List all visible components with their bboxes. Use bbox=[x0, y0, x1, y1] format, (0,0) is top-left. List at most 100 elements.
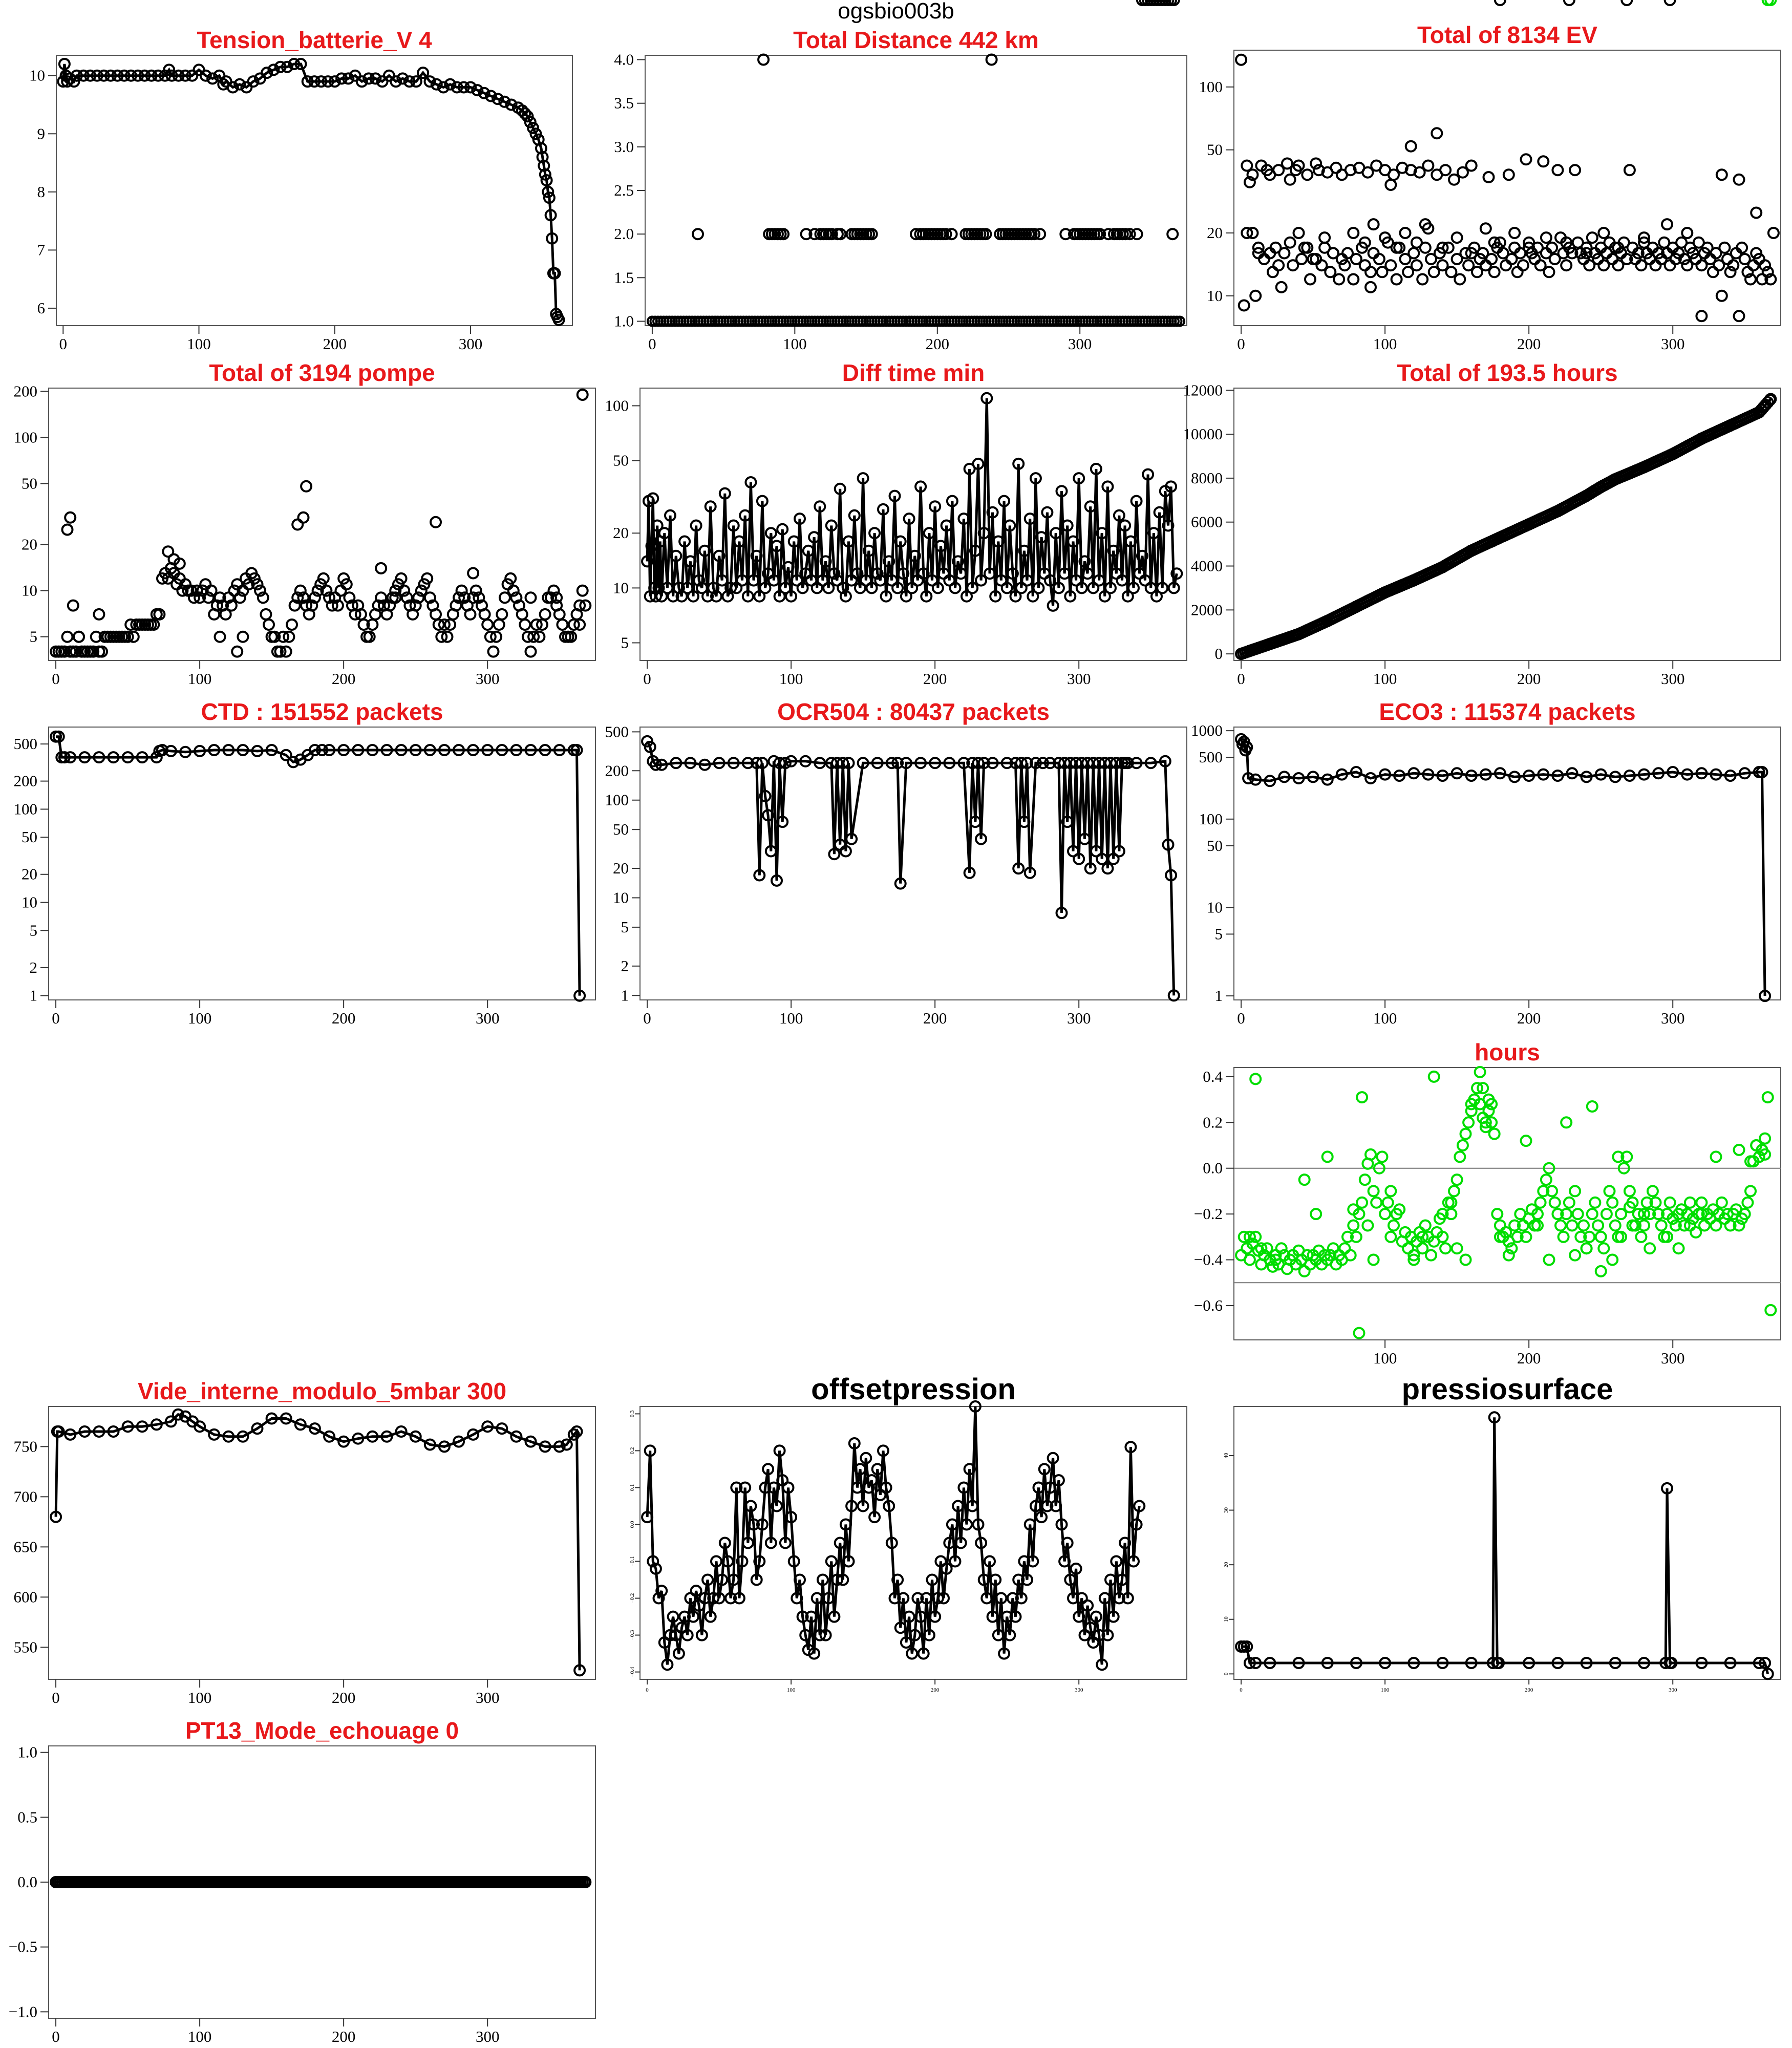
data-point bbox=[1052, 1474, 1065, 1487]
data-point bbox=[903, 1610, 915, 1623]
data-point bbox=[943, 757, 956, 770]
data-point bbox=[885, 1537, 898, 1549]
data-point bbox=[1494, 0, 1506, 6]
data-point bbox=[839, 845, 852, 858]
y-tick-label: 10 bbox=[613, 889, 629, 907]
data-point bbox=[1551, 1657, 1564, 1669]
data-point bbox=[1531, 1219, 1544, 1232]
data-point bbox=[1272, 259, 1285, 272]
y-tick-label: 5 bbox=[621, 634, 629, 652]
data-point bbox=[931, 582, 944, 594]
data-point bbox=[741, 590, 754, 603]
data-point bbox=[1439, 164, 1452, 177]
y-tick-label: 200 bbox=[14, 382, 38, 400]
data-point bbox=[1078, 1629, 1091, 1641]
data-point bbox=[943, 574, 956, 587]
data-point bbox=[707, 1592, 720, 1605]
data-point bbox=[1044, 574, 1056, 587]
data-point bbox=[727, 757, 740, 770]
data-point bbox=[969, 544, 982, 557]
data-point bbox=[1759, 1148, 1772, 1161]
data-point bbox=[865, 1474, 878, 1487]
data-point bbox=[1402, 266, 1415, 279]
data-point bbox=[851, 1481, 864, 1494]
data-point bbox=[395, 744, 408, 756]
y-tick-label: 1.0 bbox=[614, 312, 634, 330]
data-point bbox=[748, 1518, 760, 1531]
data-point bbox=[897, 567, 910, 580]
data-point bbox=[1301, 241, 1314, 254]
data-point bbox=[1727, 259, 1740, 272]
data-point bbox=[883, 555, 895, 568]
y-tick-label: 7 bbox=[37, 241, 46, 259]
x-tick-label: 200 bbox=[926, 335, 950, 353]
data-point bbox=[759, 790, 772, 802]
data-point bbox=[1580, 1657, 1593, 1669]
data-point bbox=[538, 159, 550, 172]
data-point bbox=[883, 1500, 895, 1512]
data-point bbox=[1167, 989, 1180, 1002]
data-point bbox=[1563, 1196, 1575, 1209]
data-point bbox=[906, 582, 919, 594]
data-point bbox=[1073, 1610, 1085, 1623]
data-point bbox=[1560, 1208, 1573, 1221]
data-point bbox=[975, 833, 988, 845]
data-point bbox=[464, 608, 477, 621]
data-point bbox=[510, 1430, 523, 1443]
y-tick-label: −0.2 bbox=[1194, 1205, 1223, 1223]
data-point bbox=[451, 81, 463, 94]
data-point bbox=[897, 1592, 910, 1605]
data-point bbox=[435, 630, 448, 643]
data-point bbox=[1284, 173, 1296, 186]
data-point bbox=[1644, 1208, 1656, 1221]
data-point bbox=[750, 549, 763, 562]
data-point bbox=[945, 228, 958, 241]
data-point bbox=[698, 758, 711, 771]
data-point bbox=[1724, 266, 1737, 279]
data-point bbox=[521, 630, 534, 643]
data-point bbox=[1623, 164, 1636, 177]
data-point bbox=[423, 744, 436, 756]
data-point bbox=[1061, 519, 1074, 532]
data-point bbox=[1580, 247, 1593, 260]
data-point bbox=[1661, 218, 1673, 231]
data-point bbox=[147, 618, 160, 631]
data-point bbox=[536, 618, 548, 631]
data-point bbox=[288, 58, 301, 70]
data-point bbox=[536, 151, 549, 163]
data-point bbox=[70, 645, 82, 658]
y-tick-label: 8 bbox=[37, 183, 46, 201]
data-point bbox=[1663, 0, 1676, 6]
data-point bbox=[77, 69, 90, 82]
panel-title-offsetpression: offsetpression bbox=[811, 1373, 1016, 1406]
data-point bbox=[1358, 236, 1371, 249]
data-point bbox=[478, 87, 490, 99]
data-point bbox=[1350, 1230, 1362, 1243]
data-point bbox=[251, 578, 264, 591]
data-point bbox=[1347, 273, 1360, 286]
data-point bbox=[1574, 1230, 1587, 1243]
data-point bbox=[1023, 513, 1036, 525]
data-point bbox=[1597, 259, 1610, 272]
x-tick-label: 100 bbox=[779, 1009, 803, 1027]
data-point bbox=[438, 744, 451, 756]
data-point bbox=[1548, 253, 1561, 265]
panel-difftime: Diff time min 0 100 200 300 5 10 20 50 100 bbox=[605, 359, 1187, 688]
data-point bbox=[265, 1412, 278, 1425]
data-point bbox=[961, 1518, 973, 1531]
data-point bbox=[1764, 273, 1777, 286]
data-point bbox=[1036, 757, 1049, 770]
y-tick-label: 9 bbox=[37, 124, 46, 142]
data-point bbox=[773, 590, 786, 603]
data-point bbox=[1514, 247, 1527, 260]
data-point bbox=[1410, 236, 1423, 249]
data-point bbox=[527, 121, 540, 134]
data-point bbox=[579, 1876, 592, 1888]
data-point bbox=[438, 1440, 451, 1453]
data-point bbox=[693, 574, 706, 587]
data-point bbox=[1710, 1150, 1722, 1163]
data-point bbox=[799, 1629, 812, 1641]
data-point bbox=[1465, 1104, 1478, 1117]
data-point bbox=[1759, 1132, 1772, 1145]
series-line bbox=[646, 1406, 1141, 1665]
